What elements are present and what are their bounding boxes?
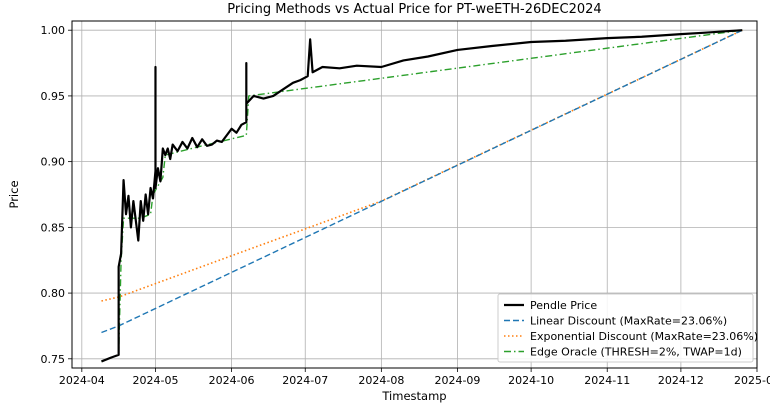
y-tick-label: 0.80 bbox=[41, 287, 66, 300]
y-tick-label: 0.90 bbox=[41, 156, 66, 169]
y-tick-label: 1.00 bbox=[41, 24, 66, 37]
x-tick-label: 2024-10 bbox=[508, 374, 554, 387]
x-axis-label: Timestamp bbox=[381, 389, 446, 403]
chart-title: Pricing Methods vs Actual Price for PT-w… bbox=[227, 2, 601, 17]
x-tick-label: 2024-12 bbox=[658, 374, 704, 387]
y-tick-label: 0.85 bbox=[41, 221, 66, 234]
x-tick-label: 2025-01 bbox=[734, 374, 770, 387]
y-tick-label: 0.75 bbox=[41, 353, 66, 366]
series-line-pendle bbox=[101, 29, 743, 363]
legend-box bbox=[497, 293, 754, 363]
x-tick-label: 2024-08 bbox=[358, 374, 404, 387]
x-tick-label: 2024-05 bbox=[132, 374, 178, 387]
x-tick-label: 2024-09 bbox=[434, 374, 480, 387]
x-tick-label: 2024-04 bbox=[59, 374, 105, 387]
x-tick-label: 2024-07 bbox=[282, 374, 328, 387]
y-tick-label: 0.95 bbox=[41, 90, 66, 103]
x-axis-ticks: 2024-04 2024-05 2024-06 2024-07 2024-08 2024-… bbox=[59, 368, 770, 387]
x-tick-label: 2024-06 bbox=[209, 374, 255, 387]
legend-label: Edge Oracle (THRESH=2%, TWAP=1d) bbox=[530, 346, 742, 359]
y-axis-label: Price bbox=[7, 180, 21, 208]
y-axis-ticks: 0.75 0.80 0.85 0.90 0.95 1.00 bbox=[41, 24, 72, 366]
plot-frame bbox=[71, 20, 758, 369]
legend-label: Linear Discount (MaxRate=23.06%) bbox=[530, 315, 727, 328]
x-tick-label: 2024-11 bbox=[584, 374, 630, 387]
legend: Pendle Price Linear Discount (MaxRate=23.… bbox=[497, 293, 758, 363]
legend-label: Pendle Price bbox=[530, 299, 597, 312]
series-layer bbox=[101, 29, 743, 363]
legend-label: Exponential Discount (MaxRate=23.06%) bbox=[530, 330, 758, 343]
